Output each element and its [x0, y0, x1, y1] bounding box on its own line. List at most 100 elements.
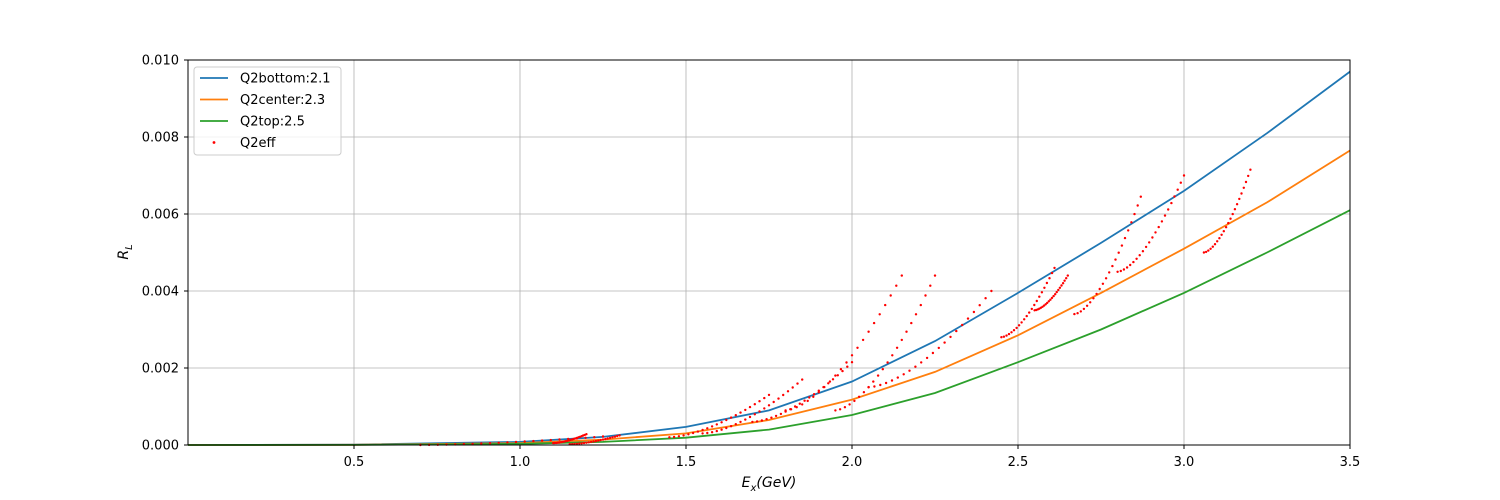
scatter-point [872, 321, 876, 325]
scatter-point [1007, 332, 1011, 336]
scatter-point [506, 441, 509, 444]
scatter-point [895, 284, 898, 287]
scatter-point [803, 399, 806, 402]
scatter-point [739, 411, 742, 414]
scatter-point [594, 439, 598, 443]
x-tick-label: 3.5 [1340, 455, 1361, 470]
scatter-point [1058, 286, 1062, 289]
scatter-point [1238, 197, 1241, 201]
scatter-point [1060, 284, 1063, 287]
scatter-point [784, 409, 787, 412]
scatter-point [1045, 281, 1049, 285]
scatter-point [1144, 245, 1148, 249]
scatter-point [587, 441, 590, 444]
scatter-point [908, 369, 911, 372]
scatter-point [929, 284, 932, 287]
scatter-point [1222, 230, 1226, 233]
plot-frame [187, 59, 1351, 446]
scatter-point [471, 442, 474, 446]
scatter-point [1151, 236, 1154, 239]
legend-label: Q2center:2.3 [240, 93, 325, 108]
scatter-point [782, 393, 785, 397]
scatter-point [1108, 271, 1111, 274]
scatter-point [886, 361, 889, 364]
scatter-point [604, 437, 607, 441]
scatter-point [1173, 195, 1176, 198]
scatter-point [584, 436, 587, 439]
scatter-point [801, 403, 804, 406]
scatter-point [744, 418, 747, 421]
scatter-point [848, 403, 851, 406]
scatter-point [978, 304, 981, 307]
scatter-point [867, 330, 870, 333]
x-tick-label: 2.0 [842, 455, 863, 470]
scatter-point [891, 354, 894, 357]
scatter-point [1033, 303, 1036, 307]
scatter-point [691, 431, 695, 435]
scatter-point [902, 373, 905, 376]
scatter-point [753, 413, 756, 416]
scatter-point [853, 399, 856, 403]
scatter-point [789, 408, 793, 411]
scatter-point [601, 438, 605, 441]
series-line-q2top [187, 209, 1351, 446]
scatter-point [1125, 266, 1129, 269]
scatter-point [1104, 277, 1108, 280]
scatter-points [419, 168, 1252, 447]
legend-label: Q2top:2.5 [240, 115, 305, 130]
scatter-point [823, 385, 826, 389]
scatter-point [1130, 221, 1133, 224]
scatter-point [1141, 250, 1145, 253]
scatter-point [1148, 241, 1151, 244]
scatter-point [920, 361, 923, 364]
scatter-point [532, 439, 535, 443]
scatter-point [931, 351, 935, 355]
scatter-point [687, 433, 690, 436]
scatter-point [1229, 217, 1232, 220]
scatter-point [760, 419, 764, 422]
scatter-point [720, 428, 723, 431]
scatter-point [720, 421, 723, 424]
scatter-point [1066, 274, 1070, 277]
scatter-point [796, 382, 799, 385]
scatter-point [1129, 263, 1132, 267]
scatter-point [715, 429, 718, 433]
scatter-point [808, 396, 811, 399]
scatter-point [1117, 251, 1120, 254]
scatter-point [914, 313, 918, 316]
legend-label: Q2eff [240, 136, 277, 151]
scatter-point [1048, 277, 1051, 280]
scatter-point [744, 408, 747, 412]
scatter-point [1050, 271, 1054, 275]
scatter-point [1010, 331, 1013, 334]
scatter-point [558, 438, 561, 441]
scatter-point [850, 354, 854, 357]
scatter-point [1050, 296, 1054, 300]
scatter-point [1085, 304, 1089, 307]
scatter-point [715, 423, 718, 426]
scatter-point [578, 442, 581, 445]
scatter-point [1163, 214, 1167, 217]
series-lines [187, 70, 1351, 446]
scatter-point [900, 274, 903, 277]
plot-area [188, 60, 1350, 445]
scatter-point [549, 438, 552, 442]
scatter-point [748, 405, 752, 409]
scatter-point [1017, 324, 1021, 327]
scatter-point [1116, 270, 1119, 273]
scatter-point [779, 412, 783, 416]
svg-text:RL: RL [116, 244, 135, 259]
scatter-point [696, 430, 700, 433]
scatter-point [1047, 300, 1051, 303]
scatter-point [1218, 237, 1221, 240]
x-axis-label: Ex(GeV) [742, 475, 797, 494]
scatter-point [862, 391, 866, 394]
scatter-point [1111, 264, 1114, 268]
scatter-point [878, 313, 881, 316]
scatter-point [1022, 318, 1026, 321]
x-tick-label: 3.0 [1174, 455, 1195, 470]
scatter-point [990, 289, 993, 293]
scatter-point [1247, 174, 1250, 178]
scatter-point [937, 346, 940, 350]
scatter-point [767, 393, 771, 397]
